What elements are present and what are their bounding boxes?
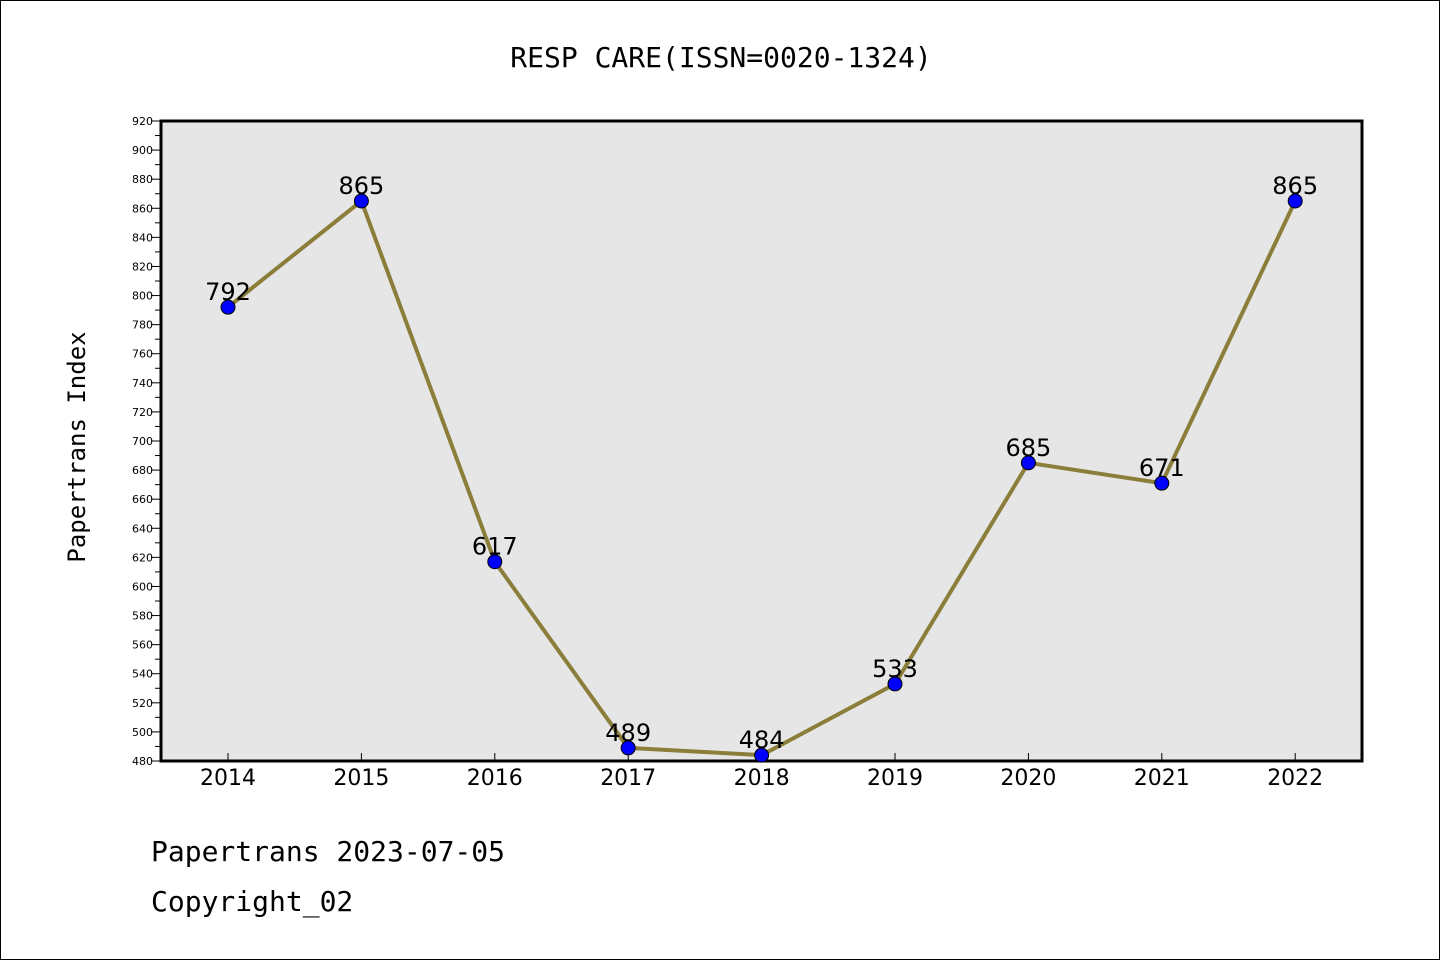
- y-tick-label: 740: [132, 377, 153, 390]
- data-label: 617: [472, 533, 518, 561]
- data-point: [487, 554, 503, 570]
- plot-area: [159, 119, 1364, 763]
- y-tick-label: 860: [132, 202, 153, 215]
- y-tick-label: 760: [132, 348, 153, 361]
- data-label: 671: [1139, 454, 1185, 482]
- y-tick-label: 840: [132, 231, 153, 244]
- y-tick-label: 700: [132, 435, 153, 448]
- data-point: [220, 299, 236, 315]
- y-tick-label: 680: [132, 464, 153, 477]
- data-label: 489: [605, 719, 651, 747]
- data-point: [353, 193, 369, 209]
- x-tick-label: 2014: [200, 766, 256, 791]
- footer-date: Papertrans 2023-07-05: [151, 835, 506, 868]
- x-tick-label: 2019: [867, 766, 923, 791]
- y-tick-label: 800: [132, 290, 153, 303]
- y-tick-label: 520: [132, 697, 153, 710]
- y-tick-label: 600: [132, 580, 153, 593]
- x-tick-label: 2016: [467, 766, 523, 791]
- x-tick-label: 2018: [734, 766, 790, 791]
- y-tick-label: 500: [132, 726, 153, 739]
- data-point: [887, 676, 903, 692]
- data-point: [620, 740, 636, 756]
- x-tick-label: 2017: [600, 766, 656, 791]
- data-label: 865: [1272, 172, 1318, 200]
- y-tick-label: 620: [132, 551, 153, 564]
- x-tick-label: 2022: [1267, 766, 1323, 791]
- y-tick-label: 900: [132, 144, 153, 157]
- y-tick-label: 540: [132, 668, 153, 681]
- x-tick-label: 2021: [1134, 766, 1190, 791]
- axis-ticks: 480 500 520 540 560 580 600 620 640 660 680 700 720 7…: [132, 115, 1323, 791]
- data-point: [754, 747, 770, 763]
- chart-title: RESP CARE(ISSN=0020-1324): [510, 41, 931, 74]
- x-tick-label: 2020: [1000, 766, 1056, 791]
- data-label: 484: [739, 726, 785, 754]
- data-point: [1287, 193, 1303, 209]
- y-tick-label: 580: [132, 610, 153, 623]
- data-label: 685: [1005, 434, 1051, 462]
- y-tick-label: 720: [132, 406, 153, 419]
- y-tick-label: 660: [132, 493, 153, 506]
- y-tick-label: 820: [132, 260, 153, 273]
- y-tick-label: 880: [132, 173, 153, 186]
- y-tick-label: 780: [132, 319, 153, 332]
- y-tick-label: 480: [132, 755, 153, 768]
- data-label: 533: [872, 655, 918, 683]
- y-tick-label: 560: [132, 639, 153, 652]
- data-point: [1020, 455, 1036, 471]
- y-axis-label: Papertrans Index: [63, 331, 91, 562]
- y-tick-label: 920: [132, 115, 153, 128]
- footer-copyright: Copyright_02: [151, 885, 354, 918]
- x-tick-label: 2015: [333, 766, 389, 791]
- data-label: 792: [205, 278, 251, 306]
- data-label: 865: [338, 172, 384, 200]
- y-tick-label: 640: [132, 522, 153, 535]
- series-group: 792 865 617 489 484 533 685 671 865: [205, 172, 1318, 763]
- data-point: [1154, 475, 1170, 491]
